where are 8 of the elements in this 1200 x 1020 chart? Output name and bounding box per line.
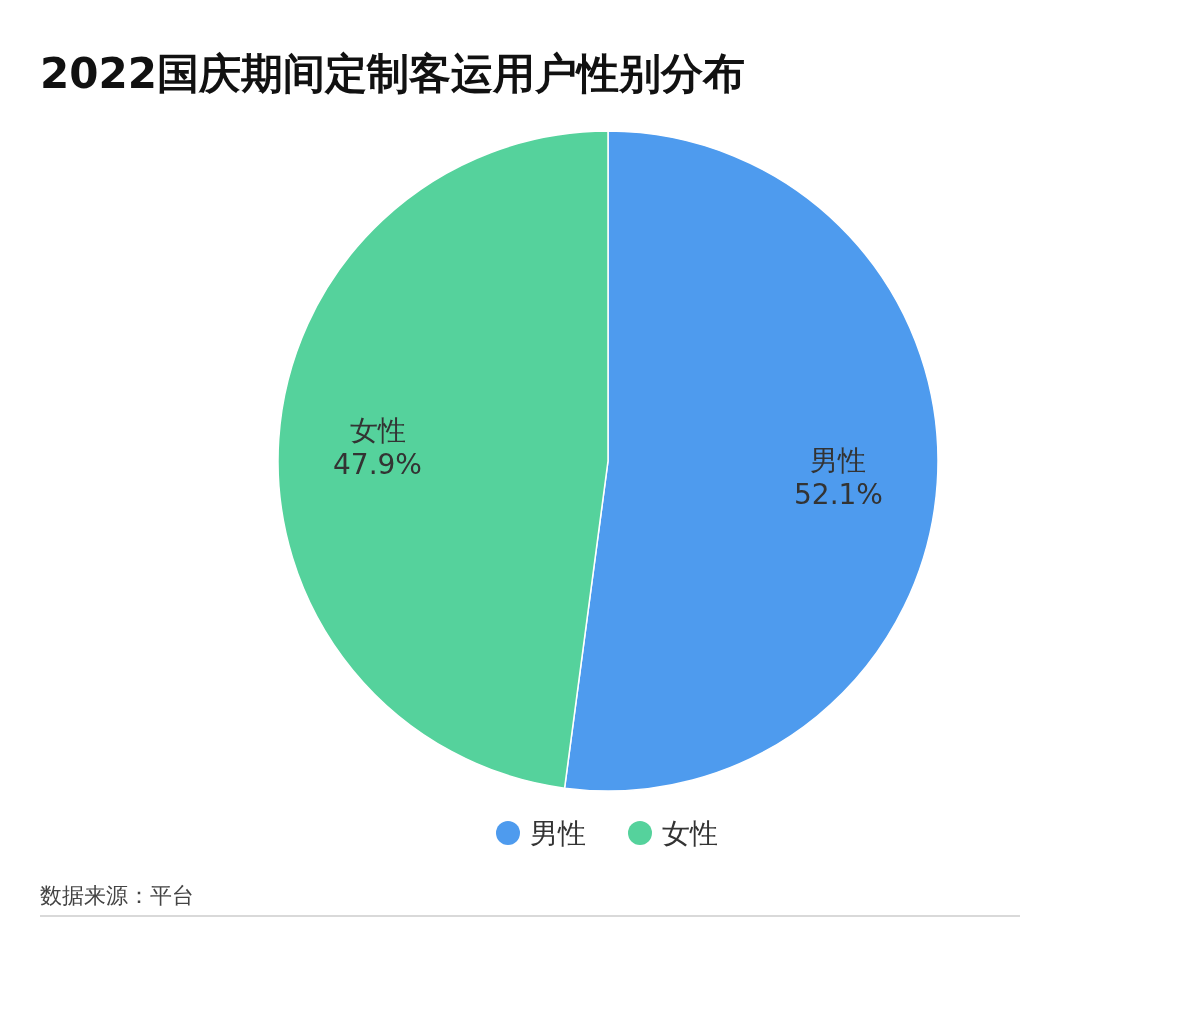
- data-label: 47.9%: [333, 447, 422, 481]
- data-label: 52.1%: [794, 478, 883, 512]
- slice-label: 男性: [810, 444, 867, 478]
- chart-title: 2022国庆期间定制客运用户性别分布: [40, 49, 745, 98]
- source-note: 数据来源：平台: [40, 883, 194, 908]
- legend-label: 男性: [530, 817, 586, 850]
- slice-label: 女性: [349, 413, 406, 447]
- legend-label: 女性: [662, 817, 718, 850]
